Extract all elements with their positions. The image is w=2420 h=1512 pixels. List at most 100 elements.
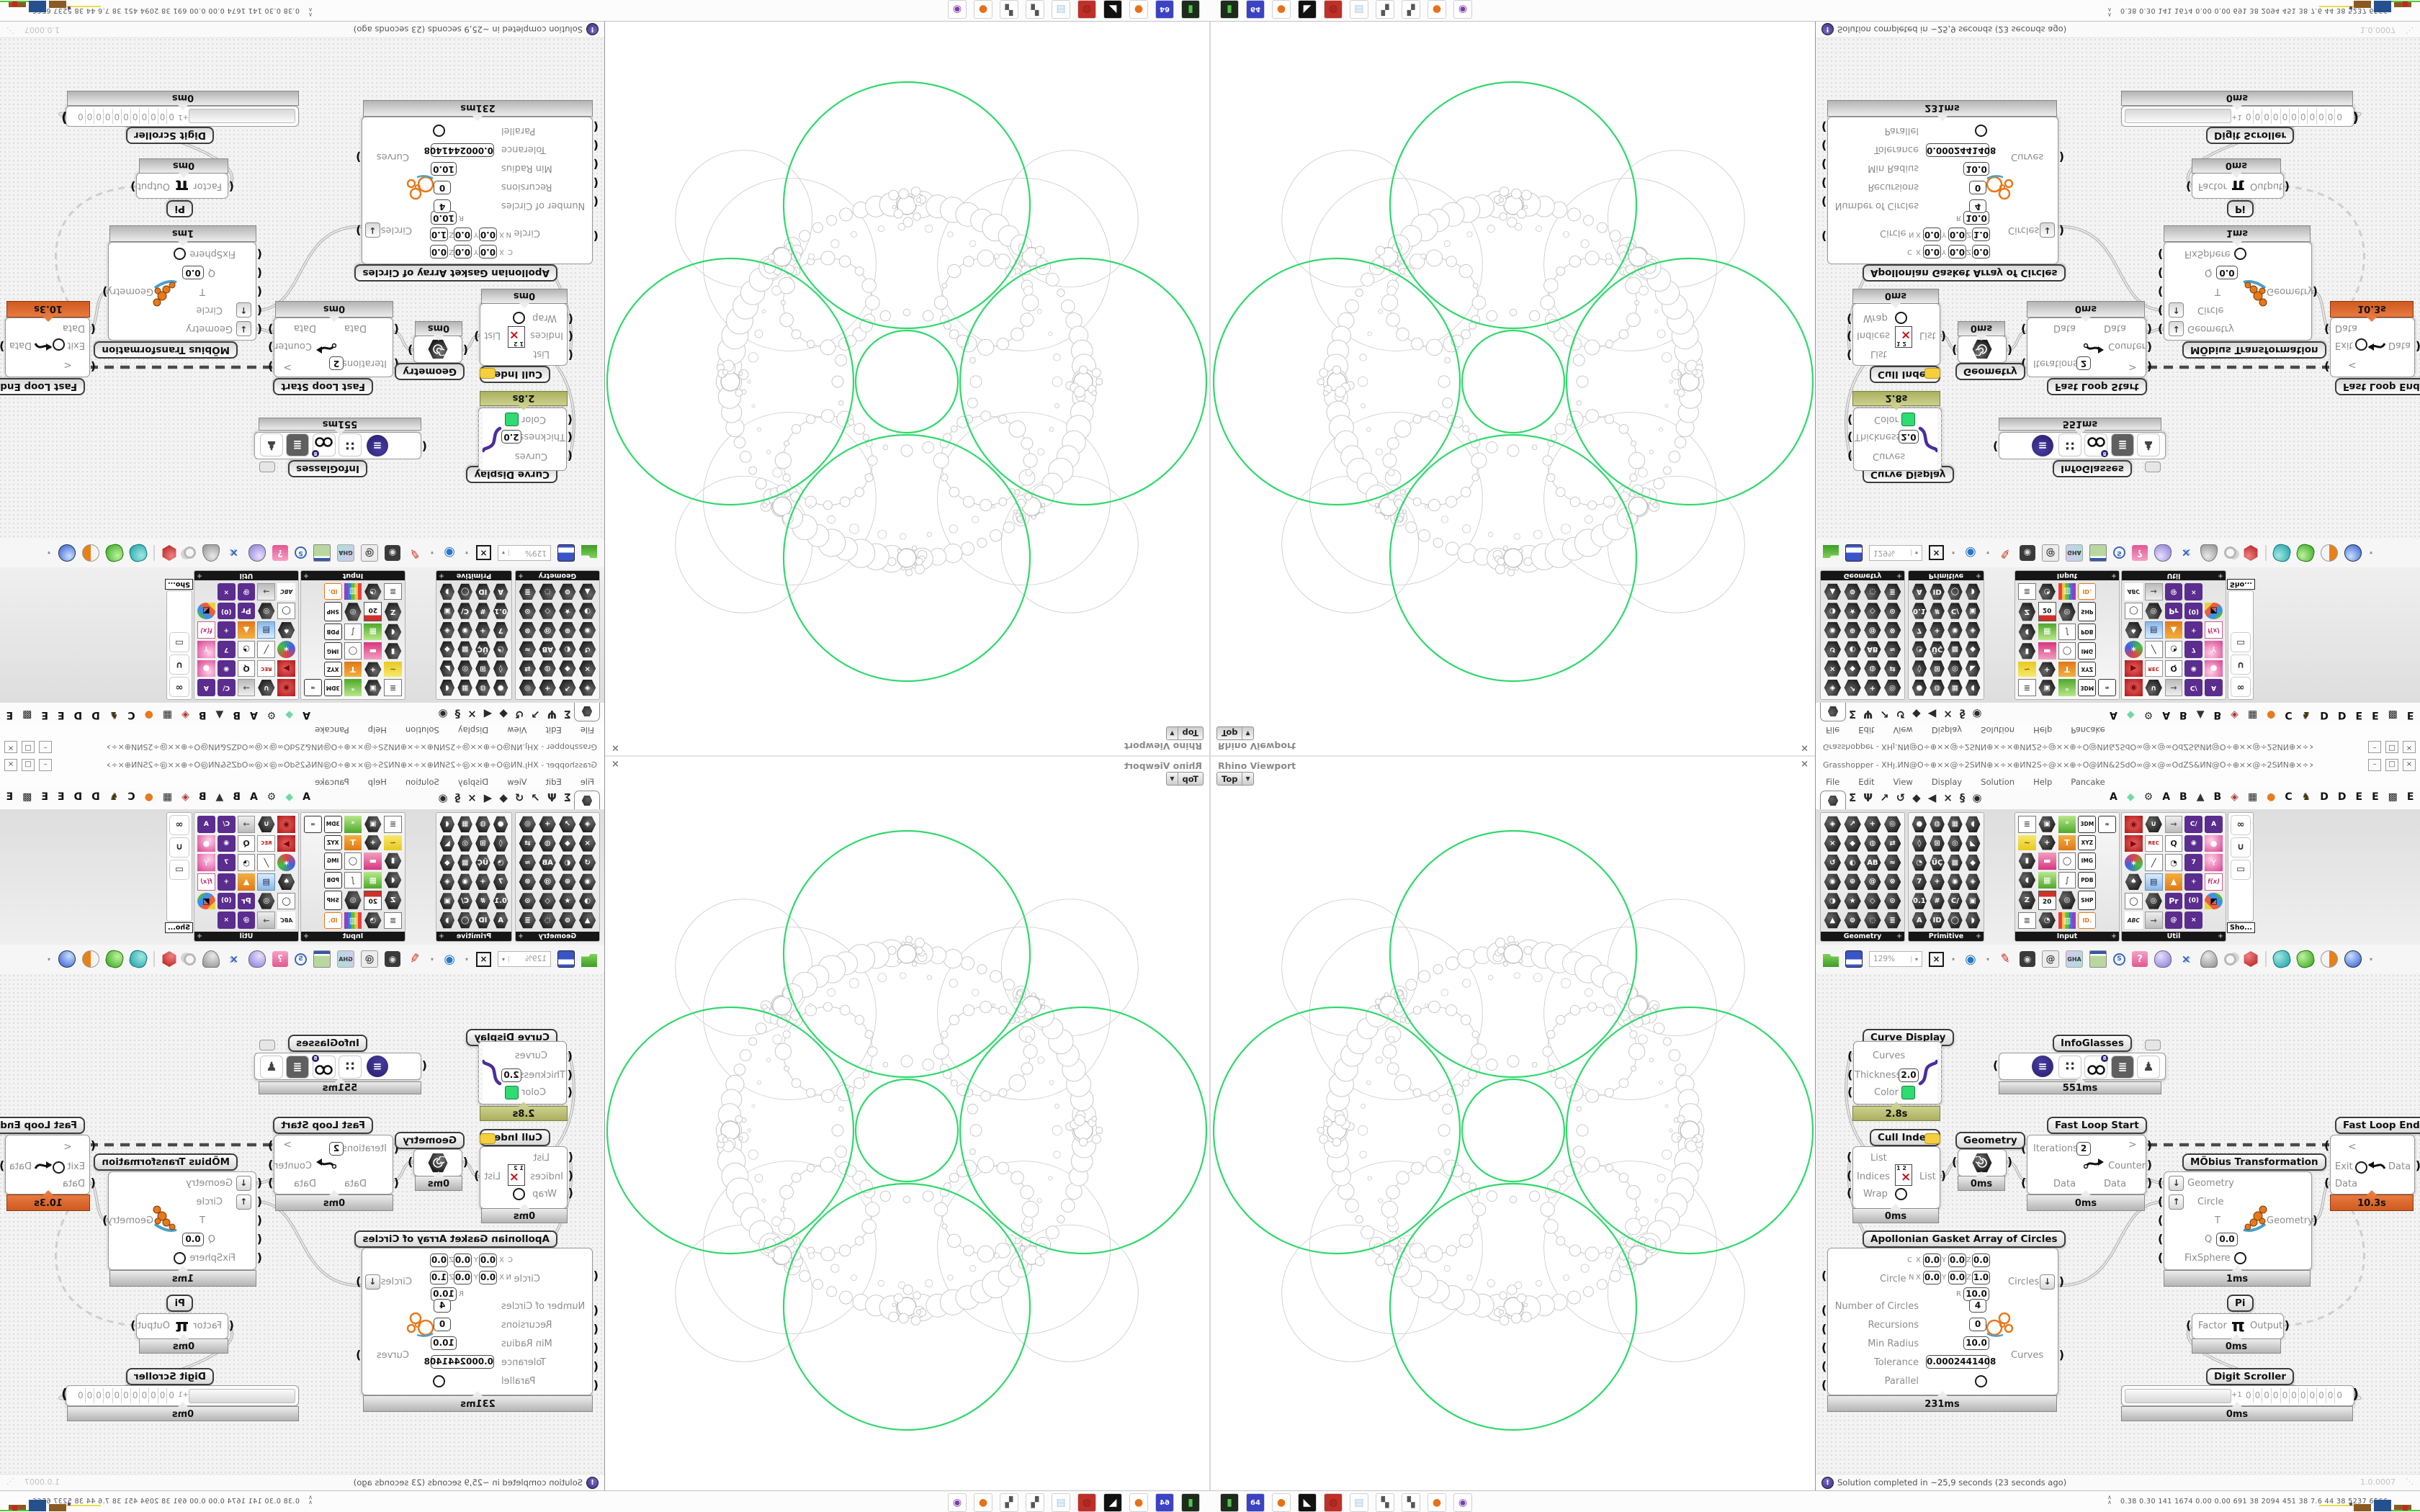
component-icon[interactable]: ╱ [2144, 854, 2163, 871]
node-apollonian[interactable]: ( ( ( ( ( ( C X 0.0 Y 0.0 Z 0.0 Circle N… [1821, 1248, 2064, 1395]
tab-plugin-12[interactable]: D [2320, 791, 2329, 803]
menu-display[interactable]: Display [1931, 777, 1963, 787]
output-port[interactable]: ) [2146, 1138, 2152, 1152]
gh-canvas[interactable]: Curve Display ( ( ( Curves Thickness 2.0… [0, 38, 604, 539]
output-port[interactable]: ) [356, 224, 362, 238]
component-icon[interactable]: ◍ [475, 816, 491, 833]
tab-plugin-10[interactable]: C [2285, 709, 2293, 721]
component-icon[interactable]: 7 [2184, 854, 2203, 871]
input-port[interactable]: ( [593, 195, 599, 209]
input-port[interactable]: ( [1847, 431, 1853, 444]
output-port[interactable]: ) [2007, 343, 2012, 357]
zoom-extents-icon[interactable]: × [1929, 951, 1944, 967]
component-icon[interactable]: ◯ [1948, 583, 1963, 600]
digit-cell[interactable]: 0 [103, 1388, 113, 1403]
exit-toggle[interactable] [2355, 338, 2367, 351]
n-y[interactable]: 0.0 [454, 228, 472, 241]
tab-plugin-7[interactable]: ◈ [182, 709, 189, 721]
input-port[interactable]: ( [593, 120, 599, 134]
tab-plugin-10[interactable]: C [2285, 791, 2293, 803]
input-port[interactable]: ( [568, 1169, 573, 1182]
component-icon[interactable]: 0.1 [493, 893, 508, 910]
iterations-value[interactable]: 2 [2076, 1142, 2091, 1156]
at-symbol-icon[interactable]: @ [2042, 950, 2059, 968]
close-icon[interactable]: × [1801, 759, 1809, 770]
number-of-circles-value[interactable]: 4 [434, 1299, 451, 1313]
digit-cell[interactable]: 0 [2262, 1388, 2271, 1403]
n-z[interactable]: 1.0 [430, 1271, 448, 1284]
component-icon[interactable]: ∪ [2145, 679, 2163, 696]
speech-bubble-icon[interactable] [259, 462, 275, 472]
component-icon[interactable]: ID. [2078, 583, 2097, 600]
expand-icon[interactable]: + [2111, 932, 2117, 940]
input-port[interactable]: ( [568, 348, 573, 362]
taskbar-icon-firefox[interactable]: ● [1272, 0, 1291, 19]
tab-plugin-15[interactable]: E [41, 791, 48, 803]
tab-plugin-11[interactable]: ♞ [2301, 709, 2311, 721]
component-icon[interactable]: ◔ [493, 641, 508, 658]
half-sphere-icon[interactable] [82, 950, 99, 968]
component-icon[interactable]: * [344, 816, 362, 833]
component-icon[interactable]: ◯ [2125, 892, 2143, 910]
tab-plugin-6[interactable]: B [2213, 709, 2222, 721]
bucket-green-icon[interactable] [104, 948, 125, 970]
taskbar-icon-owl-purple[interactable]: ◉ [948, 0, 967, 19]
n-z[interactable]: 1.0 [430, 228, 448, 241]
gh-canvas[interactable]: Curve Display ( ( ( Curves Thickness 2.0… [0, 973, 604, 1474]
taskbar-icon-notepad[interactable]: ▤ [1350, 0, 1368, 19]
component-icon[interactable]: ▥ [344, 583, 362, 600]
component-icon[interactable]: f(x) [2205, 873, 2223, 891]
bucket-green-icon[interactable] [2295, 542, 2316, 564]
c-z[interactable]: 0.0 [1972, 1254, 1990, 1267]
component-icon[interactable]: ▤ [2144, 873, 2163, 891]
node-infoglasses[interactable]: ( ≡ ∷ 8 ≣ ♟ [254, 432, 427, 459]
menu-file[interactable]: File [1826, 777, 1840, 787]
component-icon[interactable]: ⇄ [1883, 835, 1901, 852]
digit-cell[interactable]: 0 [2307, 1388, 2316, 1403]
component-icon[interactable]: ◆ [1844, 660, 1862, 678]
tab-plugin-1[interactable]: ◆ [2126, 791, 2135, 803]
node-label-geometry[interactable]: Geometry [395, 363, 465, 380]
tab-icon-3[interactable]: ↺ [1896, 708, 1906, 721]
component-icon[interactable]: × [217, 583, 236, 600]
digit-cell[interactable]: 0 [2280, 1388, 2290, 1403]
component-icon[interactable]: C/ [457, 893, 473, 910]
tab-icon-3[interactable]: ↺ [514, 708, 524, 721]
component-icon[interactable]: ◎ [457, 835, 473, 852]
tab-icon-4[interactable]: ◆ [1912, 708, 1921, 721]
component-icon[interactable]: ⊚ [1844, 912, 1861, 929]
chevron-down-icon[interactable]: ▾ [498, 955, 509, 963]
minimize-button[interactable]: – [39, 759, 52, 771]
component-icon[interactable]: (0) [217, 602, 236, 620]
component-icon[interactable]: ◉ [217, 834, 236, 852]
q-value[interactable]: 0.0 [2216, 266, 2238, 279]
taskbar-icon-floppy-64[interactable]: 64 [1246, 0, 1265, 19]
tab-plugin-3[interactable]: A [249, 791, 258, 803]
node-mobius[interactable]: ( ↓ Geometry ( ↑ Circle ( T ( Q 0.0 ( Fi… [102, 242, 262, 341]
component-icon[interactable]: ● [493, 816, 508, 833]
panel-footer-primitive[interactable]: Primitive + [436, 571, 511, 580]
color-swatch[interactable] [1901, 1086, 1915, 1099]
viewport-canvas[interactable] [1211, 757, 1816, 1491]
input-port[interactable]: ( [256, 1213, 262, 1227]
component-icon[interactable]: ▮ [2018, 643, 2036, 660]
component-icon[interactable]: ⊞ [1930, 835, 1945, 852]
component-icon[interactable]: + [539, 816, 557, 833]
tab-icon-0[interactable]: Σ [563, 708, 571, 721]
expand-icon[interactable]: + [2218, 572, 2223, 580]
component-icon[interactable]: ◔ [2038, 912, 2056, 929]
component-icon[interactable]: + [1864, 679, 1882, 696]
component-icon[interactable]: A [197, 816, 215, 833]
expand-icon[interactable]: + [197, 932, 202, 940]
component-icon[interactable]: ▣ [364, 816, 382, 833]
panel-footer-input[interactable]: Input + [2015, 932, 2119, 941]
taskbar-icon-floppy-64[interactable]: 64 [1155, 1493, 1174, 1512]
digit-cell[interactable]: 0 [112, 109, 122, 124]
component-icon[interactable]: ◖ [2018, 624, 2036, 641]
taskbar-icon-notepad[interactable]: ▤ [1350, 1493, 1368, 1512]
tab-icon-7[interactable]: § [1959, 708, 1966, 721]
component-icon[interactable]: ▩ [457, 854, 473, 871]
node-geometry[interactable]: ( ) [408, 1149, 468, 1176]
component-icon[interactable]: ◆ [559, 835, 577, 852]
capture-icon[interactable] [313, 950, 331, 968]
